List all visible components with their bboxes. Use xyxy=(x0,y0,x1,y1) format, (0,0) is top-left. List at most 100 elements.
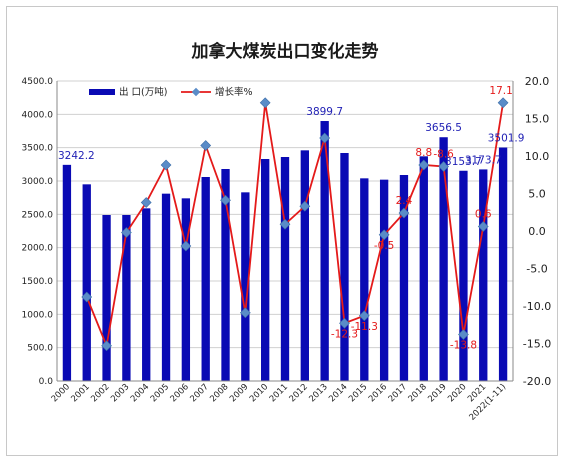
line-marker xyxy=(438,161,449,172)
y-right-tick-label: -10.0 xyxy=(523,300,551,313)
bar xyxy=(82,184,91,381)
y-right-tick-label: -20.0 xyxy=(523,375,551,388)
y-left-tick-label: 4000.0 xyxy=(22,110,54,120)
bar xyxy=(261,159,270,381)
bar xyxy=(320,121,329,382)
line-marker xyxy=(121,227,132,238)
y-left-tick-label: 500.0 xyxy=(27,344,53,354)
bar xyxy=(340,153,349,381)
bar xyxy=(102,215,111,381)
bar xyxy=(399,175,409,381)
x-tick-label: 2016 xyxy=(367,382,389,404)
bar xyxy=(241,192,250,381)
line-marker xyxy=(220,194,231,206)
bar-value-label: 3899.7 xyxy=(306,106,343,118)
line-marker xyxy=(358,310,370,322)
y-left-tick-label: 3000.0 xyxy=(22,177,54,187)
x-tick-label: 2006 xyxy=(169,382,191,404)
x-tick-label: 2007 xyxy=(188,382,210,404)
y-left-tick-label: 3500.0 xyxy=(22,144,54,154)
y-right-tick-label: 5.0 xyxy=(528,188,546,201)
line-marker xyxy=(319,132,331,144)
bar xyxy=(280,157,290,381)
x-tick-label: 2000 xyxy=(50,382,72,404)
bar xyxy=(142,208,151,381)
x-tick-label: 2001 xyxy=(69,382,91,404)
bar xyxy=(360,178,369,381)
bar-value-label: 3173.7 xyxy=(465,154,502,166)
bar xyxy=(459,170,468,381)
x-tick-label: 2008 xyxy=(208,382,230,404)
line-marker xyxy=(378,229,390,241)
line-value-label: -11.3 xyxy=(351,321,378,333)
line-marker xyxy=(279,218,291,230)
x-tick-label: 2020 xyxy=(446,382,468,404)
x-tick-label: 2015 xyxy=(347,382,369,404)
line-value-label: -13.8 xyxy=(450,340,477,352)
x-tick-label: 2005 xyxy=(149,382,171,404)
x-tick-label: 2002 xyxy=(89,382,111,404)
growth-line xyxy=(85,102,504,349)
line-series xyxy=(81,97,509,352)
bar-value-label: 3153.7 xyxy=(445,156,482,168)
legend-bar-swatch xyxy=(89,89,115,95)
x-tick-label: 2004 xyxy=(129,382,151,404)
bar xyxy=(62,164,72,381)
line-marker xyxy=(418,159,430,171)
line-marker xyxy=(101,340,112,352)
bar xyxy=(221,169,230,381)
bar xyxy=(122,215,131,381)
bar xyxy=(439,137,448,381)
x-tick-label: 2012 xyxy=(288,382,310,404)
y-right-tick-label: 0.0 xyxy=(528,225,546,238)
y-left-tick-label: 2500.0 xyxy=(22,210,54,220)
legend: 出 口(万吨) 增长率% xyxy=(89,86,253,98)
x-tick-label: 2019 xyxy=(426,382,448,404)
bar-value-label: 3242.2 xyxy=(58,150,95,162)
chart-frame: 加拿大煤炭出口变化走势 0.0 500.0 1000.0 1500.0 2000.0 25… xyxy=(6,6,558,456)
line-marker xyxy=(81,291,93,303)
line-marker xyxy=(339,317,350,329)
x-tick-label: 2009 xyxy=(228,382,250,404)
x-tick-label: 2010 xyxy=(248,382,270,404)
line-marker xyxy=(458,329,469,340)
x-tick-label: 2018 xyxy=(407,382,429,404)
x-tick-label: 2011 xyxy=(268,382,290,404)
y-left-tick-label: 0.0 xyxy=(39,377,54,387)
line-value-label: 0.6 xyxy=(475,209,492,221)
line-marker xyxy=(239,307,251,319)
y-left-tick-label: 1500.0 xyxy=(22,277,54,287)
y-right-tick-label: 10.0 xyxy=(525,150,550,163)
legend-bar-label: 出 口(万吨) xyxy=(119,86,167,98)
line-value-label: 8.8 xyxy=(415,147,432,159)
y-right-tick-label: -5.0 xyxy=(526,263,547,276)
y-right-tick-label: 20.0 xyxy=(525,75,550,88)
chart-svg: 加拿大煤炭出口变化走势 0.0 500.0 1000.0 1500.0 2000.0 25… xyxy=(22,41,552,423)
bar xyxy=(300,150,309,381)
line-marker xyxy=(299,200,311,212)
line-marker xyxy=(160,159,172,171)
y-left-tick-label: 2000.0 xyxy=(22,244,54,254)
bar xyxy=(201,177,210,381)
bar xyxy=(161,193,171,381)
line-marker xyxy=(398,207,410,219)
line-marker xyxy=(259,97,271,109)
line-value-label: 17.1 xyxy=(489,85,512,97)
line-marker xyxy=(140,197,152,208)
bar xyxy=(181,198,191,381)
line-value-label: -8.6 xyxy=(433,149,454,161)
line-marker xyxy=(477,221,489,232)
bar-value-label: 3501.9 xyxy=(488,133,525,145)
y-right-tick-label: -15.0 xyxy=(523,338,551,351)
line-marker xyxy=(180,240,192,252)
line-value-label: -0.5 xyxy=(374,240,395,252)
y-right-tick-label: 15.0 xyxy=(525,113,550,126)
y-left-tick-label: 1000.0 xyxy=(22,310,54,320)
chart-title: 加拿大煤炭出口变化走势 xyxy=(191,41,379,62)
x-tick-label: 2014 xyxy=(327,382,349,404)
legend-line-label: 增长率% xyxy=(215,86,253,98)
y-left-tick-label: 4500.0 xyxy=(22,77,54,87)
bar xyxy=(419,156,428,381)
bar xyxy=(498,147,508,381)
